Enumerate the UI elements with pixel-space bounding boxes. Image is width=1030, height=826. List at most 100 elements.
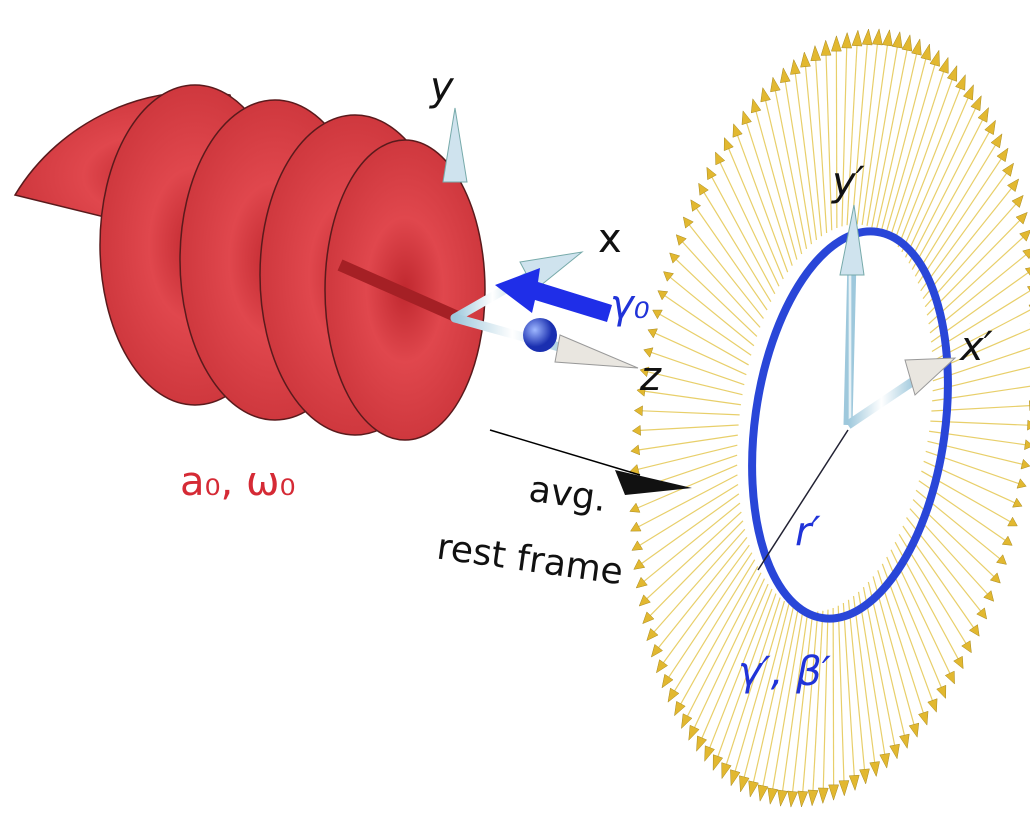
- disc-ray: [848, 600, 864, 770]
- disc-ray: [756, 112, 797, 260]
- disc-ray: [997, 148, 1008, 162]
- disc-ray: [816, 61, 827, 233]
- disc-ray: [640, 484, 738, 545]
- disc-ray: [634, 559, 645, 569]
- disc-ray: [691, 200, 701, 212]
- disc-ray: [636, 577, 647, 588]
- disc-ray: [880, 753, 890, 768]
- disc-ray: [991, 134, 1002, 148]
- disc-ray: [808, 790, 818, 806]
- disc-ray: [839, 781, 849, 796]
- disc-ray: [659, 537, 747, 647]
- disc-ray: [821, 40, 831, 55]
- disc-ray: [826, 55, 832, 230]
- disc-ray: [1002, 163, 1013, 176]
- disc-ray: [662, 674, 673, 688]
- disc-ray: [823, 610, 828, 788]
- disc-ray: [658, 291, 668, 300]
- disc-ray: [733, 124, 742, 137]
- frame-caption: avg. rest frame: [434, 457, 635, 593]
- disc-ray: [801, 52, 811, 67]
- disc-ray: [1007, 179, 1018, 192]
- disc-ray: [647, 512, 741, 598]
- disc-ray: [798, 791, 808, 807]
- disc-ray: [829, 785, 839, 800]
- disc-ray: [862, 29, 872, 45]
- disc-ray: [849, 775, 859, 790]
- disc-ray: [699, 183, 709, 195]
- disc-ray: [947, 66, 957, 82]
- disc-ray: [713, 755, 723, 771]
- disc-ray: [1024, 440, 1030, 450]
- disc-ray: [945, 671, 954, 684]
- disc-ray: [818, 788, 828, 804]
- disc-ray: [790, 59, 800, 74]
- disc-ray: [770, 77, 780, 92]
- disc-ray: [632, 425, 640, 435]
- disc-ray: [923, 189, 1011, 299]
- disc-ray: [632, 541, 643, 551]
- disc-ray: [1025, 267, 1030, 277]
- disc-ray: [742, 111, 752, 125]
- disc-ray: [766, 101, 802, 254]
- disc-ray: [739, 776, 749, 792]
- disc-ray: [676, 260, 757, 337]
- disc-ray: [788, 791, 798, 807]
- disc-ray: [651, 352, 744, 384]
- disc-ray: [930, 50, 940, 66]
- disc-ray: [919, 711, 929, 725]
- beam-gamma-label: γ₀: [610, 282, 650, 328]
- disc-ray: [939, 57, 949, 73]
- lab-x-label: x: [598, 216, 622, 262]
- ring-radius-label: r′: [795, 509, 821, 555]
- disc-ray: [749, 781, 759, 797]
- disc-ray: [651, 644, 662, 657]
- frame-caption-line: avg.: [526, 469, 609, 520]
- lab-y-label: y: [429, 64, 455, 110]
- disc-ray: [872, 29, 882, 45]
- disc-ray: [892, 32, 902, 48]
- disc-ray: [969, 625, 979, 637]
- beam-params-label: a₀, ω₀: [180, 459, 296, 505]
- disc-ray: [900, 734, 910, 748]
- disc-ray: [928, 699, 937, 712]
- disc-ray: [642, 411, 739, 415]
- disc-ray: [668, 688, 679, 702]
- disc-ray: [838, 606, 844, 781]
- disc-ray: [852, 30, 862, 46]
- disc-ray: [868, 582, 904, 735]
- disc-ray: [670, 277, 754, 345]
- disc-ray: [890, 744, 900, 759]
- disc-ray: [937, 685, 946, 698]
- disc-ray: [656, 660, 667, 673]
- disc-ray: [912, 39, 922, 55]
- disc-ray: [663, 272, 673, 282]
- disc-ray: [806, 67, 822, 237]
- disc-ray: [751, 99, 761, 113]
- disc-ray: [761, 88, 771, 102]
- disc-ray: [644, 503, 740, 581]
- disc-ray: [811, 46, 821, 61]
- disc-ray: [854, 596, 875, 762]
- disc-ray: [640, 425, 738, 430]
- disc-ray: [909, 723, 919, 737]
- disc-ray: [674, 701, 685, 715]
- disc-ray: [631, 445, 640, 455]
- disc-ray: [860, 769, 870, 784]
- disc-ray: [634, 406, 642, 416]
- disc-ray: [962, 641, 972, 653]
- disc-ray: [655, 333, 746, 374]
- disc-ray: [758, 785, 768, 801]
- disc-ray: [1017, 479, 1026, 488]
- disc-ray: [683, 242, 760, 327]
- diagram: y x z γ₀ a₀, ω₀ avg. rest frame y′ x′ r′…: [0, 0, 1030, 826]
- disc-ray: [977, 608, 987, 619]
- ring-x-label: x′: [958, 324, 993, 370]
- disc-ray: [843, 603, 854, 775]
- disc-ray: [780, 68, 790, 83]
- disc-ray: [665, 296, 751, 356]
- disc-ray: [985, 120, 996, 134]
- helical-beam: [15, 85, 485, 440]
- disc-ray: [730, 770, 740, 786]
- disc-ray: [813, 611, 823, 790]
